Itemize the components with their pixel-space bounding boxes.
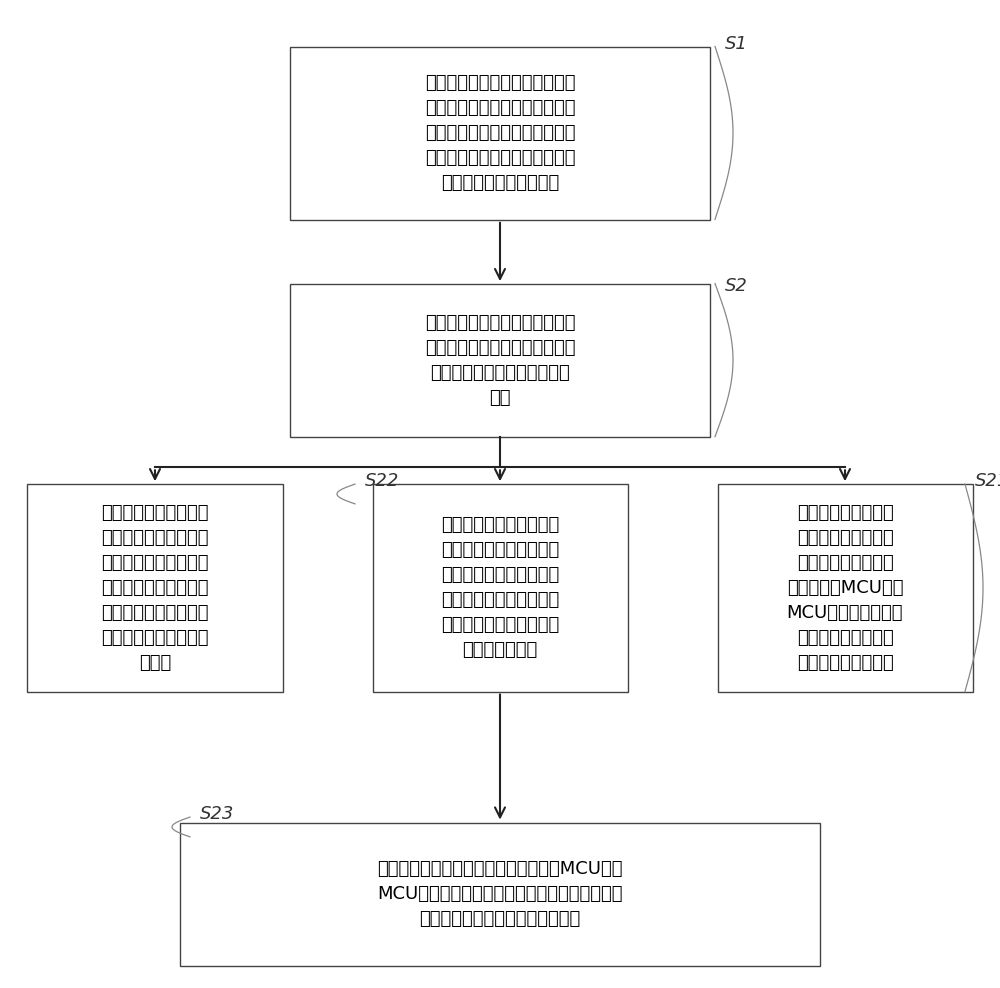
Text: S1: S1	[725, 35, 748, 52]
Bar	[180, 822, 820, 966]
Text: S23: S23	[200, 805, 234, 823]
Bar	[27, 484, 283, 692]
Text: 如果比较结果为所述外
围电路短路，则通过所
述恢复电路发送关闭信
号至开关管驱动电路，
通过开关管驱动电路关
闭所述锂电池的主输出
回路。: 如果比较结果为所述外 围电路短路，则通过所 述恢复电路发送关闭信 号至开关管驱动…	[101, 504, 209, 672]
Text: 通过比较锁存电路将所述电压变
化量值与预设的保护阈值进行比
较，并输出比较结果至恢复电
路；: 通过比较锁存电路将所述电压变 化量值与预设的保护阈值进行比 较，并输出比较结果至…	[425, 314, 575, 407]
Text: 通过所述恢复电路发送正常信号至所述MCU，该
MCU延迟第二指定时间后控制所述开关管驱动电
路启动所述锂电池的主输出回路。: 通过所述恢复电路发送正常信号至所述MCU，该 MCU延迟第二指定时间后控制所述开…	[377, 861, 623, 928]
Text: 如果比较结果为所述
外围电路短路，则通
过所述恢复电路发送
关闭信号至MCU，该
MCU控制所述开关管
驱动电路关闭所述锂
电池的主输出回路。: 如果比较结果为所述 外围电路短路，则通 过所述恢复电路发送 关闭信号至MCU，该…	[787, 504, 903, 672]
Text: S21: S21	[975, 472, 1000, 490]
Bar	[372, 484, 628, 692]
Text: 通过所述恢复电路延迟第
一指定时间后发送恢复信
号至所述比较锁存电路，
强制比较锁存电路发出所
述外围电路非短路信号至
所述恢复电路；: 通过所述恢复电路延迟第 一指定时间后发送恢复信 号至所述比较锁存电路， 强制比较…	[441, 517, 559, 659]
Text: 检测连接所述锂电池的外围电路
的检测电阻处电压变化信息，该
电压变化信息依次经过滤波电路
和放大电路处理得到设定的延迟
时间内的电压变化量值；: 检测连接所述锂电池的外围电路 的检测电阻处电压变化信息，该 电压变化信息依次经过…	[425, 74, 575, 193]
Bar	[718, 484, 972, 692]
Text: S22: S22	[365, 472, 399, 490]
Bar	[290, 285, 710, 437]
Bar	[290, 47, 710, 220]
Text: S2: S2	[725, 277, 748, 294]
